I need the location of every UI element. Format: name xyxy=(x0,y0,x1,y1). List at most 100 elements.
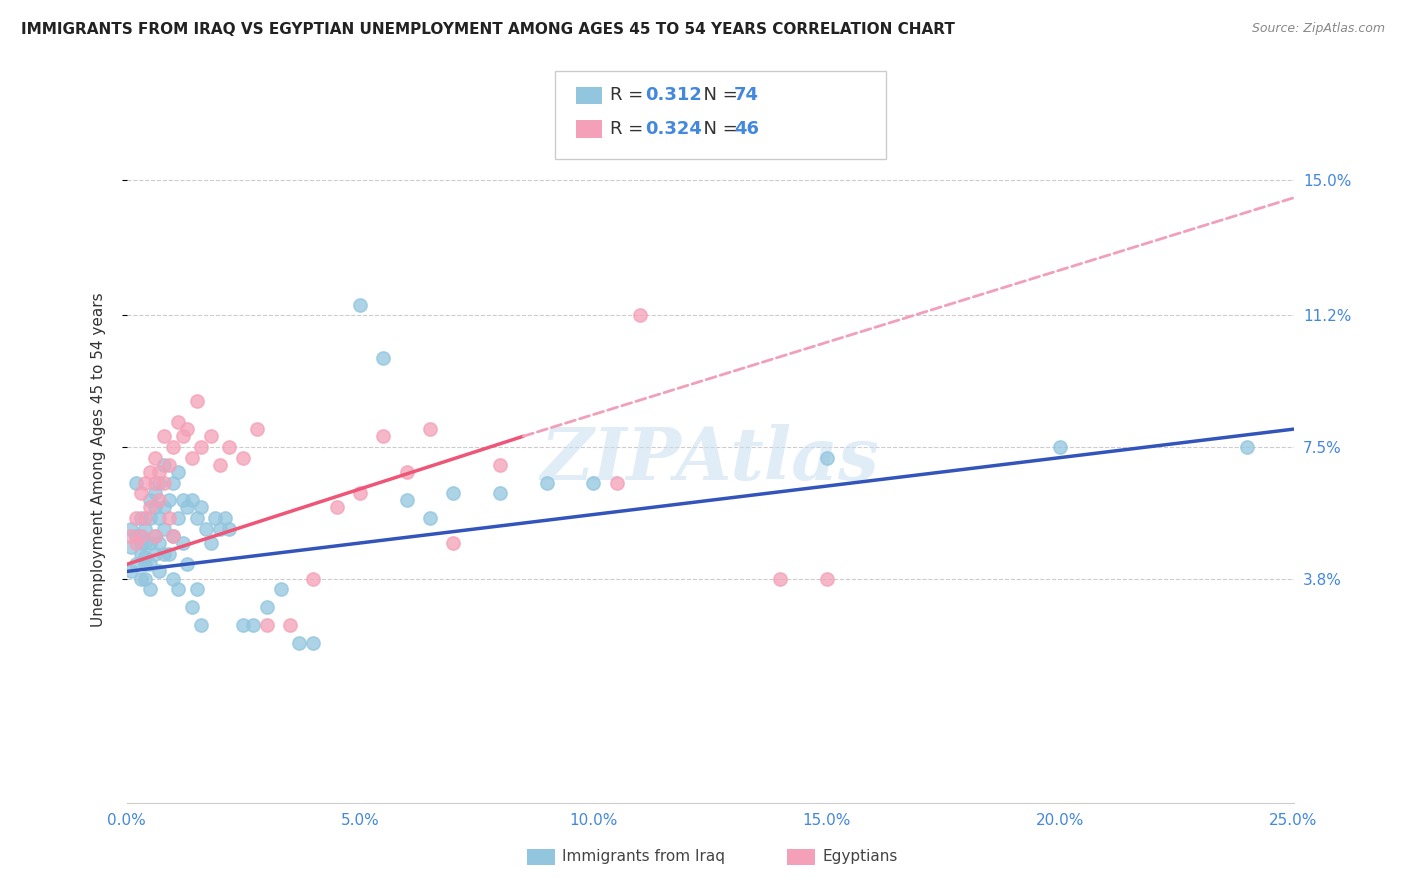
Point xyxy=(194,522,217,536)
Point xyxy=(186,582,208,597)
Point xyxy=(143,486,166,500)
Point xyxy=(270,582,292,597)
Point xyxy=(815,572,838,586)
Point xyxy=(134,511,156,525)
Point xyxy=(162,529,184,543)
Point xyxy=(134,572,156,586)
Point xyxy=(208,458,231,472)
Text: Source: ZipAtlas.com: Source: ZipAtlas.com xyxy=(1251,22,1385,36)
Point xyxy=(120,540,142,554)
Point xyxy=(172,429,194,443)
Point xyxy=(139,465,162,479)
Point xyxy=(204,511,226,525)
Point xyxy=(129,486,152,500)
Text: 46: 46 xyxy=(734,120,759,138)
Text: Egyptians: Egyptians xyxy=(823,849,898,863)
Point xyxy=(143,475,166,490)
Point xyxy=(373,429,395,443)
Point xyxy=(134,522,156,536)
Point xyxy=(143,529,166,543)
Point xyxy=(162,572,184,586)
Point xyxy=(157,493,180,508)
Text: N =: N = xyxy=(692,87,744,104)
Point xyxy=(148,475,170,490)
Point xyxy=(162,440,184,454)
Point xyxy=(129,547,152,561)
Point xyxy=(143,529,166,543)
Point xyxy=(134,550,156,565)
Point xyxy=(489,458,512,472)
Point xyxy=(180,450,202,465)
Point xyxy=(148,536,170,550)
Point xyxy=(125,511,148,525)
Point xyxy=(302,635,325,649)
Point xyxy=(148,565,170,579)
Point xyxy=(489,486,512,500)
Point xyxy=(190,440,212,454)
Point xyxy=(582,475,605,490)
Point xyxy=(120,565,142,579)
Text: Immigrants from Iraq: Immigrants from Iraq xyxy=(562,849,725,863)
Point xyxy=(134,536,156,550)
Point xyxy=(606,475,628,490)
Text: 0.324: 0.324 xyxy=(645,120,702,138)
Point xyxy=(153,458,176,472)
Point xyxy=(180,600,202,615)
Point xyxy=(153,547,176,561)
Point xyxy=(172,493,194,508)
Point xyxy=(815,450,838,465)
Point xyxy=(139,558,162,572)
Point xyxy=(186,511,208,525)
Point xyxy=(256,618,278,632)
Point xyxy=(180,493,202,508)
Text: R =: R = xyxy=(610,87,650,104)
Point xyxy=(256,600,278,615)
Point xyxy=(167,511,190,525)
Point xyxy=(176,500,198,515)
Text: 0.312: 0.312 xyxy=(645,87,702,104)
Point xyxy=(125,475,148,490)
Point xyxy=(246,422,269,436)
Point xyxy=(139,493,162,508)
Text: N =: N = xyxy=(692,120,744,138)
Point xyxy=(153,500,176,515)
Point xyxy=(302,572,325,586)
Point xyxy=(167,582,190,597)
Point xyxy=(232,450,254,465)
Point xyxy=(200,429,222,443)
Text: 74: 74 xyxy=(734,87,759,104)
Point xyxy=(139,500,162,515)
Point xyxy=(419,422,441,436)
Point xyxy=(186,393,208,408)
Point xyxy=(582,145,605,159)
Point xyxy=(153,429,176,443)
Point xyxy=(157,458,180,472)
Point xyxy=(278,618,301,632)
Point xyxy=(148,511,170,525)
Point xyxy=(125,558,148,572)
Point xyxy=(419,511,441,525)
Point xyxy=(125,529,148,543)
Point xyxy=(157,511,180,525)
Point xyxy=(190,618,212,632)
Point xyxy=(172,536,194,550)
Point xyxy=(536,475,558,490)
Text: R =: R = xyxy=(610,120,650,138)
Point xyxy=(176,422,198,436)
Point xyxy=(176,558,198,572)
Point xyxy=(157,547,180,561)
Point xyxy=(214,511,236,525)
Point xyxy=(129,572,152,586)
Point xyxy=(153,475,176,490)
Point xyxy=(148,465,170,479)
Point xyxy=(628,308,651,322)
Point xyxy=(129,529,152,543)
Point xyxy=(153,522,176,536)
Point xyxy=(769,572,792,586)
Point xyxy=(148,493,170,508)
Point xyxy=(232,618,254,632)
Point xyxy=(325,500,347,515)
Point xyxy=(162,475,184,490)
Point xyxy=(143,450,166,465)
Point xyxy=(162,529,184,543)
